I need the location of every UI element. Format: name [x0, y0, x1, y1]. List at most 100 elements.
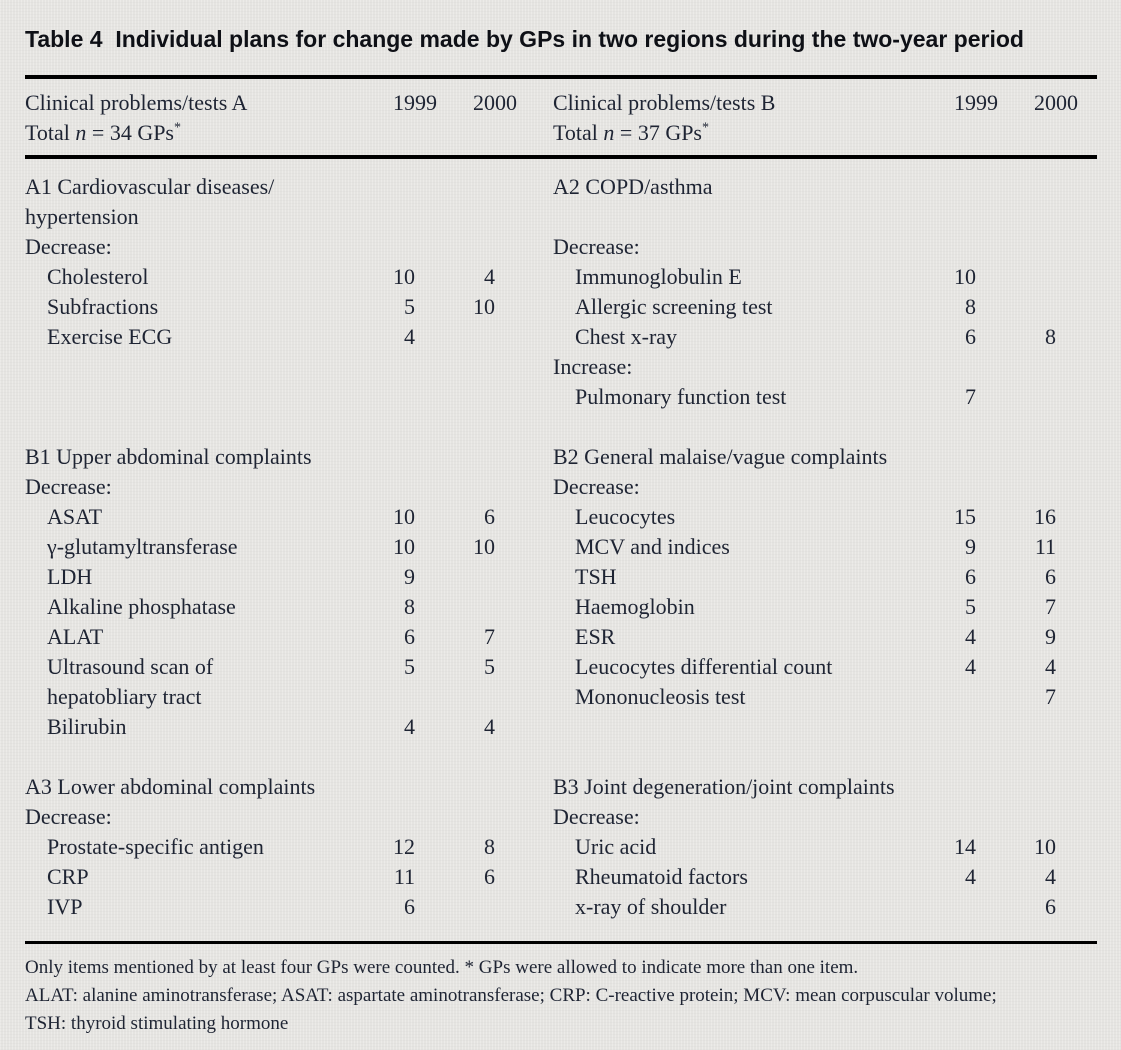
footnote-line-2: ALAT: alanine aminotransferase; ASAT: as…	[25, 985, 997, 1006]
table-row: MCV and indices 9 11	[553, 532, 1078, 562]
row-label: B1 Upper abdominal complaints	[25, 444, 312, 469]
table-row: γ-glutamyltransferase 10 10	[25, 532, 517, 562]
row-label: Ultrasound scan of	[47, 654, 214, 679]
row-label: CRP	[47, 864, 89, 889]
value-2000: 8	[1045, 324, 1056, 349]
row-label: Leucocytes differential count	[575, 654, 833, 679]
row-label: Decrease:	[25, 234, 112, 259]
column-b-rows: A2 COPD/asthma Decrease: Immunoglobulin E 1…	[553, 172, 1078, 922]
header-b-line1: Clinical problems/tests B	[553, 90, 776, 115]
table-row: Prostate-specific antigen 12 8	[25, 832, 517, 862]
value-2000: 4	[1045, 654, 1056, 679]
table-row: Decrease:	[25, 232, 517, 262]
row-label: Alkaline phosphatase	[47, 594, 236, 619]
header-b-2000: 2000	[1034, 90, 1078, 115]
footnote-line-3: TSH: thyroid stimulating hormone	[25, 1013, 289, 1034]
row-label: LDH	[47, 564, 93, 589]
row-label: A2 COPD/asthma	[553, 174, 713, 199]
row-label: A1 Cardiovascular diseases/	[25, 174, 275, 199]
value-1999: 14	[954, 834, 976, 859]
footnotes: Only items mentioned by at least four GP…	[25, 954, 1100, 1038]
value-2000: 6	[1045, 564, 1056, 589]
table-row: A1 Cardiovascular diseases/	[25, 172, 517, 202]
value-2000: 11	[1034, 534, 1056, 559]
value-2000: 7	[1045, 684, 1056, 709]
row-label: Uric acid	[575, 834, 657, 859]
value-1999: 4	[404, 714, 415, 739]
value-1999: 10	[393, 504, 415, 529]
row-label: x-ray of shoulder	[575, 894, 727, 919]
value-1999	[918, 682, 998, 712]
value-2000: 16	[1034, 504, 1056, 529]
row-label: IVP	[47, 894, 83, 919]
spacer-row	[25, 382, 517, 412]
value-1999: 5	[404, 654, 415, 679]
table-row: Alkaline phosphatase 8	[25, 592, 517, 622]
header-tests-a: Clinical problems/tests A Total n = 34 G…	[25, 88, 517, 148]
header-b-total: Total n = 37 GPs*	[553, 119, 710, 145]
value-2000	[437, 682, 517, 712]
value-1999: 15	[954, 504, 976, 529]
footnote-star: *	[702, 119, 710, 136]
row-label: Exercise ECG	[47, 324, 173, 349]
table-row: Rheumatoid factors 4 4	[553, 862, 1078, 892]
table-row: Decrease:	[553, 472, 1078, 502]
value-1999: 6	[404, 624, 415, 649]
footnote-line-1: Only items mentioned by at least four GP…	[25, 957, 859, 978]
spacer-row	[25, 352, 517, 382]
row-label: B2 General malaise/vague complaints	[553, 444, 888, 469]
value-1999: 12	[393, 834, 415, 859]
table-row: A2 COPD/asthma	[553, 172, 1078, 202]
table-row: ALAT 6 7	[25, 622, 517, 652]
value-1999: 11	[393, 864, 415, 889]
n-variable: n	[75, 120, 87, 145]
value-2000: 4	[484, 264, 495, 289]
table-row: hepatobliary tract	[25, 682, 517, 712]
value-2000: 6	[1045, 894, 1056, 919]
value-1999: 9	[965, 534, 976, 559]
table-row: Increase:	[553, 352, 1078, 382]
row-label: γ-glutamyltransferase	[47, 534, 238, 559]
row-label: Decrease:	[553, 804, 640, 829]
value-1999: 7	[965, 384, 976, 409]
value-1999: 8	[965, 294, 976, 319]
value-1999	[357, 682, 437, 712]
value-2000	[437, 892, 517, 922]
table-row: B3 Joint degeneration/joint complaints	[553, 772, 1078, 802]
table-row: Leucocytes 15 16	[553, 502, 1078, 532]
value-1999: 6	[965, 564, 976, 589]
value-1999: 5	[965, 594, 976, 619]
footnote-star: *	[174, 119, 182, 136]
row-label: Prostate-specific antigen	[47, 834, 264, 859]
table-row: Immunoglobulin E 10	[553, 262, 1078, 292]
spacer-row	[25, 412, 517, 442]
spacer-row	[553, 202, 1078, 232]
header-b-1999: 1999	[954, 90, 998, 115]
table-row: Chest x-ray 6 8	[553, 322, 1078, 352]
header-a-total: Total n = 34 GPs*	[25, 119, 182, 145]
row-label: Decrease:	[553, 234, 640, 259]
value-2000: 4	[1045, 864, 1056, 889]
value-2000: 10	[473, 294, 495, 319]
value-1999: 10	[393, 534, 415, 559]
row-label: Decrease:	[553, 474, 640, 499]
value-1999: 6	[404, 894, 415, 919]
value-2000: 10	[473, 534, 495, 559]
table-row: Pulmonary function test 7	[553, 382, 1078, 412]
value-2000	[437, 562, 517, 592]
header-rule	[25, 155, 1097, 159]
row-label: hypertension	[25, 204, 139, 229]
value-1999: 9	[404, 564, 415, 589]
table-row: Ultrasound scan of 5 5	[25, 652, 517, 682]
header-a-line1: Clinical problems/tests A	[25, 90, 248, 115]
table-row: B2 General malaise/vague complaints	[553, 442, 1078, 472]
row-label: ESR	[575, 624, 616, 649]
table-row: LDH 9	[25, 562, 517, 592]
header-a-1999: 1999	[393, 90, 437, 115]
table-row: Decrease:	[25, 472, 517, 502]
table-row: CRP 11 6	[25, 862, 517, 892]
table-row: ESR 4 9	[553, 622, 1078, 652]
value-2000	[998, 292, 1078, 322]
value-2000: 6	[484, 504, 495, 529]
